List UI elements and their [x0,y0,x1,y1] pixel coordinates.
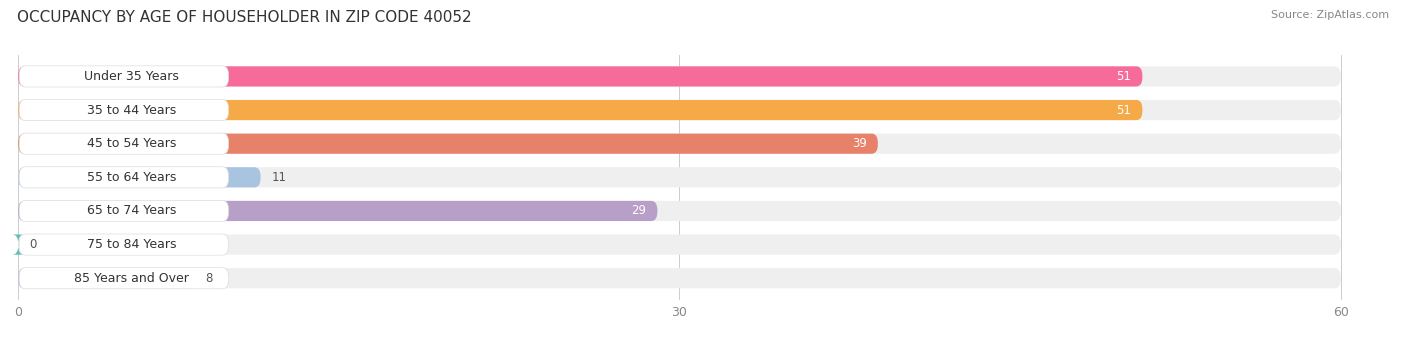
FancyBboxPatch shape [18,66,1143,87]
FancyBboxPatch shape [20,66,229,87]
Text: 35 to 44 Years: 35 to 44 Years [87,104,176,117]
FancyBboxPatch shape [18,268,194,288]
FancyBboxPatch shape [18,201,658,221]
FancyBboxPatch shape [20,268,229,289]
Text: 51: 51 [1116,104,1132,117]
Text: 75 to 84 Years: 75 to 84 Years [87,238,176,251]
Text: OCCUPANCY BY AGE OF HOUSEHOLDER IN ZIP CODE 40052: OCCUPANCY BY AGE OF HOUSEHOLDER IN ZIP C… [17,10,471,25]
FancyBboxPatch shape [18,100,1143,120]
FancyBboxPatch shape [18,235,1341,255]
FancyBboxPatch shape [18,167,1341,188]
Text: 39: 39 [852,137,868,150]
Text: 45 to 54 Years: 45 to 54 Years [87,137,176,150]
Text: 11: 11 [271,171,287,184]
Text: 29: 29 [631,205,647,218]
FancyBboxPatch shape [18,134,877,154]
FancyBboxPatch shape [18,201,1341,221]
Text: Source: ZipAtlas.com: Source: ZipAtlas.com [1271,10,1389,20]
Text: 65 to 74 Years: 65 to 74 Years [87,205,176,218]
Text: 8: 8 [205,272,212,285]
Text: Under 35 Years: Under 35 Years [84,70,179,83]
Text: 0: 0 [30,238,37,251]
FancyBboxPatch shape [20,234,229,255]
FancyBboxPatch shape [20,133,229,154]
FancyBboxPatch shape [18,100,1341,120]
FancyBboxPatch shape [20,167,229,188]
Text: 51: 51 [1116,70,1132,83]
FancyBboxPatch shape [18,66,1341,87]
Text: 55 to 64 Years: 55 to 64 Years [87,171,176,184]
FancyBboxPatch shape [18,134,1341,154]
FancyBboxPatch shape [20,201,229,222]
FancyBboxPatch shape [18,268,1341,288]
FancyBboxPatch shape [20,100,229,121]
Text: 85 Years and Over: 85 Years and Over [75,272,188,285]
FancyBboxPatch shape [13,235,24,255]
FancyBboxPatch shape [18,167,260,188]
